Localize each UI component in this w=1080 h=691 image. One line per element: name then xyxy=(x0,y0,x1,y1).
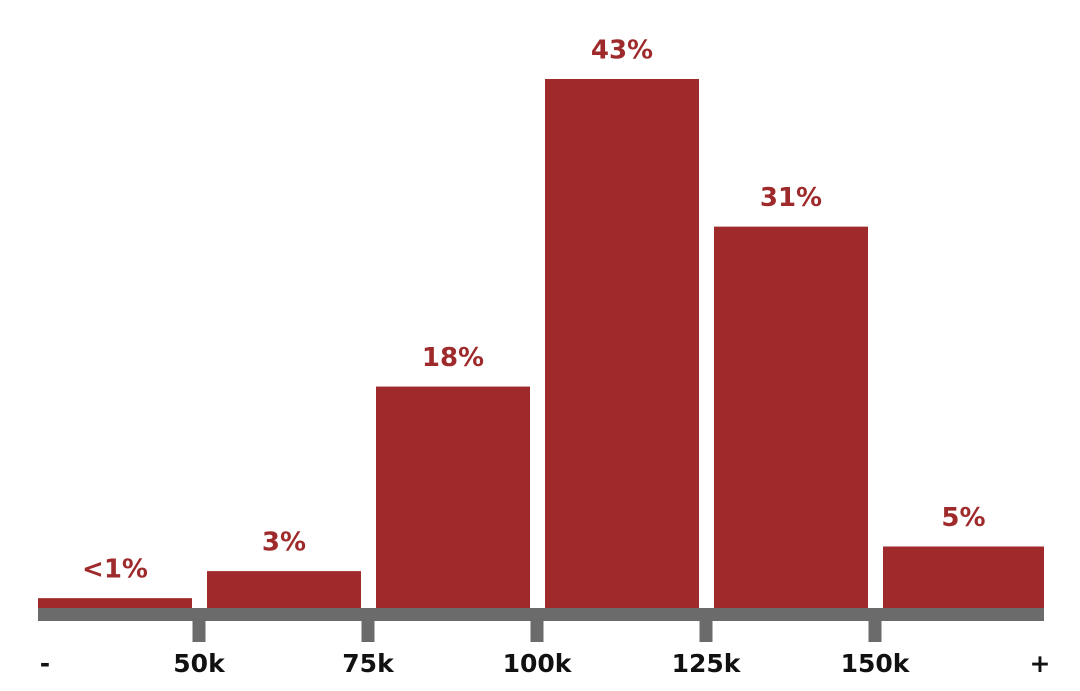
bar xyxy=(714,226,868,608)
x-tick-label: + xyxy=(1030,649,1051,678)
value-label: 18% xyxy=(422,343,484,373)
value-label: 43% xyxy=(591,36,653,66)
value-label: 5% xyxy=(941,503,985,533)
tick-mark xyxy=(699,608,713,642)
x-tick-label: 75k xyxy=(342,649,395,678)
tick-mark xyxy=(361,608,375,642)
x-tick-label: 125k xyxy=(672,649,742,678)
x-tick-label: - xyxy=(40,649,50,678)
bar xyxy=(207,571,361,608)
x-tick-label: 150k xyxy=(841,649,911,678)
tick-mark xyxy=(192,608,206,642)
bar xyxy=(376,386,530,608)
value-label: 31% xyxy=(760,183,822,213)
value-label: <1% xyxy=(82,555,148,585)
tick-mark xyxy=(868,608,882,642)
bar xyxy=(38,598,192,608)
x-tick-label: 50k xyxy=(173,649,226,678)
x-tick-label: 100k xyxy=(503,649,573,678)
bar xyxy=(545,79,699,608)
value-label: 3% xyxy=(262,528,306,558)
bar xyxy=(883,546,1044,608)
tick-mark xyxy=(530,608,544,642)
